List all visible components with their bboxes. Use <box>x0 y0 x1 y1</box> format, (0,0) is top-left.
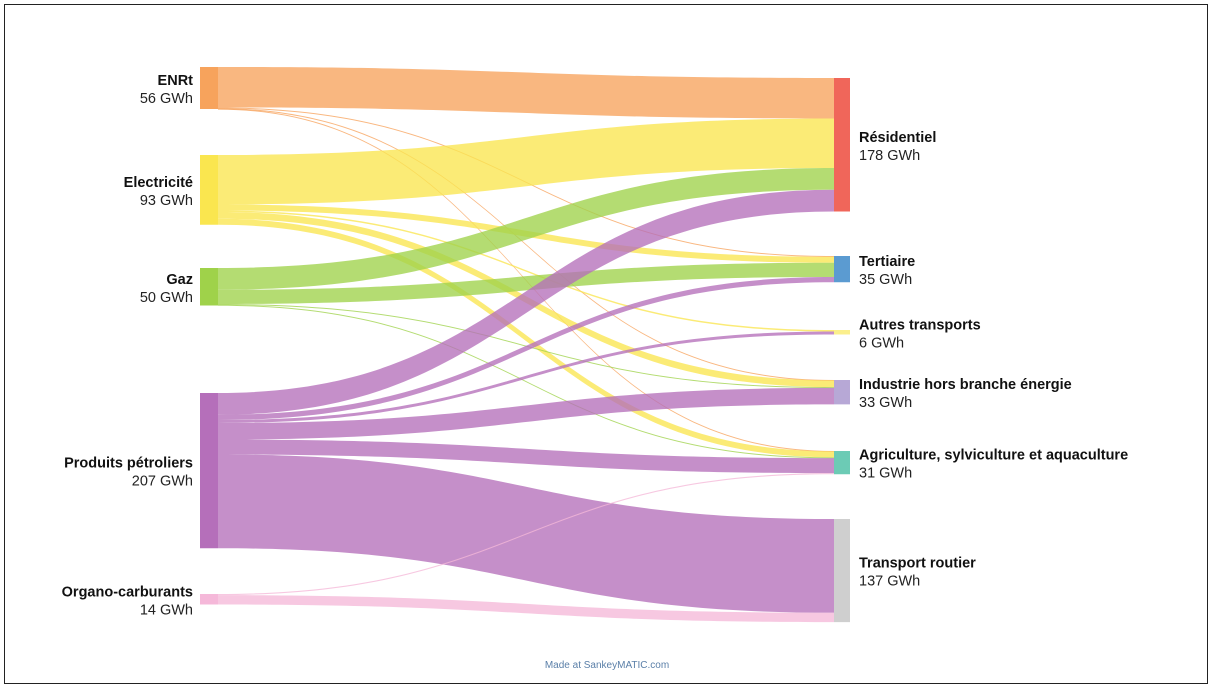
target-node-resid <box>834 78 850 212</box>
target-node-route <box>834 519 850 623</box>
target-label-tert: Tertiaire <box>859 254 915 270</box>
source-value-enrt: 56 GWh <box>140 91 193 107</box>
flow-enrt-to-indus <box>218 108 834 381</box>
flow-gaz-to-resid <box>218 168 834 290</box>
target-value-resid: 178 GWh <box>859 148 920 164</box>
source-node-gaz <box>200 268 218 306</box>
flow-petro-to-resid <box>218 189 834 415</box>
credit-text: Made at SankeyMATIC.com <box>545 660 669 670</box>
sankey-diagram: ENRt 56 GWh Electricité 93 GWh Gaz 50 GWh Prod… <box>62 67 1128 670</box>
source-label-organo: Organo-carburants <box>62 584 193 600</box>
node-labels: ENRt 56 GWh Electricité 93 GWh Gaz 50 GWh Prod… <box>62 73 1128 618</box>
target-node-indus <box>834 380 850 405</box>
flow-links <box>218 67 834 623</box>
target-node-agri <box>834 451 850 475</box>
source-node-enrt <box>200 67 218 109</box>
source-node-organo <box>200 594 218 605</box>
target-label-agri: Agriculture, sylviculture et aquaculture <box>859 448 1128 464</box>
source-label-gaz: Gaz <box>166 272 193 288</box>
source-value-organo: 14 GWh <box>140 602 193 618</box>
target-value-autres: 6 GWh <box>859 335 904 351</box>
target-value-agri: 31 GWh <box>859 466 912 482</box>
target-value-tert: 35 GWh <box>859 272 912 288</box>
source-label-enrt: ENRt <box>158 73 194 89</box>
source-label-elec: Electricité <box>124 175 193 191</box>
source-value-gaz: 50 GWh <box>140 290 193 306</box>
flow-elec-to-agri <box>218 218 834 458</box>
source-node-elec <box>200 155 218 225</box>
flow-enrt-to-resid <box>218 67 834 119</box>
target-label-autres: Autres transports <box>859 317 981 333</box>
target-label-indus: Industrie hors branche énergie <box>859 377 1072 393</box>
target-node-tert <box>834 256 850 283</box>
source-value-elec: 93 GWh <box>140 193 193 209</box>
flow-petro-to-autres <box>218 331 834 423</box>
flow-elec-to-resid <box>218 118 834 205</box>
flow-petro-to-indus <box>218 387 834 440</box>
source-label-petro: Produits pétroliers <box>64 456 193 472</box>
target-value-indus: 33 GWh <box>859 395 912 411</box>
flow-petro-to-tert <box>218 277 834 420</box>
flow-elec-to-autres <box>218 210 834 332</box>
source-value-petro: 207 GWh <box>132 474 193 490</box>
target-label-route: Transport routier <box>859 556 976 572</box>
flow-organo-to-route <box>218 595 834 623</box>
flow-organo-to-agri <box>218 473 834 596</box>
nodes <box>200 67 850 623</box>
target-label-resid: Résidentiel <box>859 130 936 146</box>
target-value-route: 137 GWh <box>859 574 920 590</box>
source-node-petro <box>200 393 218 549</box>
flow-gaz-to-agri <box>218 304 834 459</box>
target-node-autres <box>834 330 850 335</box>
flow-gaz-to-tert <box>218 262 834 304</box>
flow-petro-to-agri <box>218 439 834 474</box>
